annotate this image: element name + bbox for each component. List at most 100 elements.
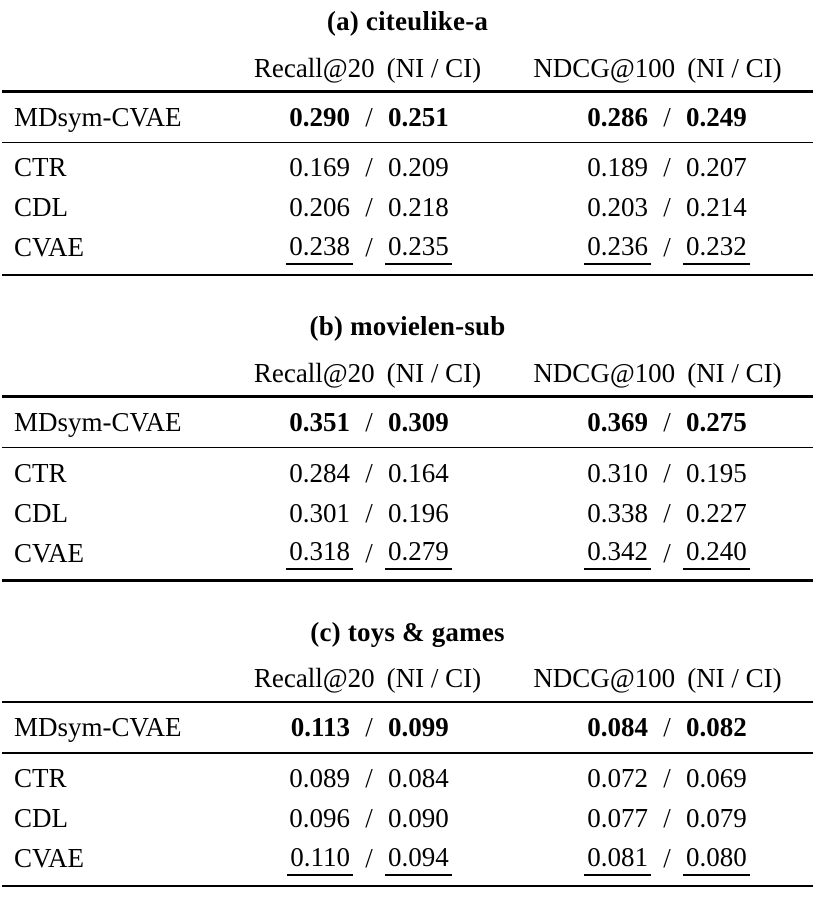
- method-name: MDsym-CVAE: [14, 712, 182, 743]
- ndcg-ni-value: 0.342: [565, 536, 651, 571]
- ndcg-ni-value: 0.081: [565, 842, 651, 876]
- ndcg-metric-label: NDCG@100: [533, 52, 676, 83]
- recall-ni-value: 0.113: [290, 712, 350, 743]
- value-separator: /: [663, 537, 671, 568]
- baseline-method-row: CTR 0.089 / 0.084 0.072 / 0.069: [0, 759, 815, 799]
- ndcg-ci-value: 0.079: [686, 803, 747, 834]
- subtable-caption: (a) citeulike-a: [326, 6, 489, 36]
- value-separator: /: [365, 537, 373, 568]
- recall-metric-label: Recall@20: [253, 52, 375, 83]
- ndcg-ci-value: 0.195: [686, 457, 747, 488]
- recall-ni-value: 0.284: [289, 457, 350, 488]
- ndcg-column-header: NDCG@100 (NI / CI): [500, 663, 815, 694]
- baseline-rows-group: CTR 0.284 / 0.164 0.310 / 0.195 CDL 0.30…: [0, 448, 815, 579]
- baseline-method-row: CVAE 0.238 / 0.235 0.236 / 0.232: [0, 228, 815, 268]
- baseline-method-row: CVAE 0.110 / 0.094 0.081 / 0.080: [0, 839, 815, 879]
- recall-ci-value: 0.164: [388, 457, 449, 488]
- ndcg-ci-value: 0.207: [686, 152, 747, 183]
- recall-ci-value: 0.094: [385, 842, 500, 876]
- recall-ci-value: 0.196: [388, 497, 449, 528]
- recall-ni-value: 0.351: [289, 406, 350, 437]
- recall-ni-value: 0.089: [289, 763, 350, 794]
- recall-ni-value: 0.169: [289, 152, 350, 183]
- table-top-rule: [2, 395, 813, 398]
- table-top-rule: [2, 700, 813, 704]
- method-name: CTR: [14, 763, 67, 794]
- ndcg-ni-value: 0.369: [587, 406, 648, 437]
- recall-ci-value: 0.251: [388, 101, 449, 132]
- method-name: CDL: [14, 192, 68, 223]
- recall-ci-value: 0.090: [388, 803, 449, 834]
- table-bottom-rule: [2, 884, 813, 888]
- table-mid-rule: [2, 141, 813, 143]
- recall-ni-ci-note: (NI / CI): [386, 52, 482, 83]
- value-separator: /: [365, 101, 373, 132]
- recall-ci-value: 0.279: [385, 536, 500, 571]
- table-top-rule: [2, 90, 813, 93]
- recall-ni-value: 0.110: [235, 842, 353, 876]
- ndcg-ni-value: 0.310: [587, 457, 648, 488]
- ndcg-ci-value: 0.249: [686, 101, 747, 132]
- value-separator: /: [663, 406, 671, 437]
- value-separator: /: [365, 232, 373, 263]
- ndcg-ni-value: 0.072: [587, 763, 648, 794]
- ndcg-ni-value: 0.286: [587, 101, 648, 132]
- value-separator: /: [663, 803, 671, 834]
- recall-metric-label: Recall@20: [253, 663, 375, 694]
- ndcg-ni-ci-note: (NI / CI): [687, 357, 782, 388]
- column-header-row: Recall@20 (NI / CI) NDCG@100 (NI / CI): [0, 351, 815, 395]
- recall-ni-value: 0.238: [235, 231, 353, 265]
- column-header-row: Recall@20 (NI / CI) NDCG@100 (NI / CI): [0, 657, 815, 701]
- method-name: CVAE: [14, 843, 85, 874]
- value-separator: /: [365, 497, 373, 528]
- recall-ni-value: 0.318: [235, 536, 353, 571]
- value-separator: /: [663, 712, 671, 743]
- baseline-method-row: CDL 0.206 / 0.218 0.203 / 0.214: [0, 188, 815, 228]
- recall-ni-ci-note: (NI / CI): [386, 357, 482, 388]
- column-header-row: Recall@20 (NI / CI) NDCG@100 (NI / CI): [0, 46, 815, 90]
- ndcg-ci-value: 0.080: [683, 842, 815, 876]
- recall-ci-value: 0.084: [388, 763, 449, 794]
- recall-ni-value: 0.301: [289, 497, 350, 528]
- subtable-caption: (c) toys & games: [310, 616, 505, 647]
- recall-ni-value: 0.096: [289, 803, 350, 834]
- ndcg-ni-value: 0.189: [587, 152, 648, 183]
- baseline-method-row: CVAE 0.318 / 0.279 0.342 / 0.240: [0, 533, 815, 573]
- table-mid-rule: [2, 446, 813, 449]
- method-name: MDsym-CVAE: [14, 406, 182, 437]
- ndcg-ci-value: 0.232: [683, 231, 815, 265]
- recall-ci-value: 0.218: [388, 192, 449, 223]
- ndcg-ni-value: 0.077: [587, 803, 648, 834]
- highlight-method-row: MDsym-CVAE 0.113 / 0.099 0.084 / 0.082: [0, 703, 815, 752]
- method-name: MDsym-CVAE: [14, 101, 182, 132]
- ndcg-ci-value: 0.275: [686, 406, 747, 437]
- value-separator: /: [365, 406, 373, 437]
- ndcg-column-header: NDCG@100 (NI / CI): [500, 358, 815, 389]
- method-name: CDL: [14, 497, 68, 528]
- recall-column-header: Recall@20 (NI / CI): [235, 358, 500, 389]
- ndcg-ni-value: 0.203: [587, 192, 648, 223]
- recall-ni-ci-note: (NI / CI): [386, 663, 482, 694]
- recall-ni-value: 0.206: [289, 192, 350, 223]
- baseline-method-row: CTR 0.284 / 0.164 0.310 / 0.195: [0, 453, 815, 493]
- results-subtable: (c) toys & games Recall@20 (NI / CI) NDCG…: [0, 613, 815, 888]
- value-separator: /: [663, 763, 671, 794]
- highlight-method-row: MDsym-CVAE 0.351 / 0.309 0.369 / 0.275: [0, 398, 815, 447]
- ndcg-ci-value: 0.240: [683, 536, 815, 571]
- value-separator: /: [365, 843, 373, 874]
- ndcg-metric-label: NDCG@100: [533, 357, 676, 388]
- recall-column-header: Recall@20 (NI / CI): [235, 53, 500, 84]
- recall-metric-label: Recall@20: [253, 357, 375, 388]
- value-separator: /: [663, 192, 671, 223]
- recall-ci-value: 0.209: [388, 152, 449, 183]
- ndcg-ni-value: 0.236: [565, 231, 651, 265]
- recall-column-header: Recall@20 (NI / CI): [235, 663, 500, 694]
- value-separator: /: [663, 843, 671, 874]
- method-name: CVAE: [14, 232, 85, 263]
- value-separator: /: [663, 101, 671, 132]
- value-separator: /: [663, 232, 671, 263]
- value-separator: /: [663, 497, 671, 528]
- baseline-rows-group: CTR 0.169 / 0.209 0.189 / 0.207 CDL 0.20…: [0, 143, 815, 274]
- value-separator: /: [663, 152, 671, 183]
